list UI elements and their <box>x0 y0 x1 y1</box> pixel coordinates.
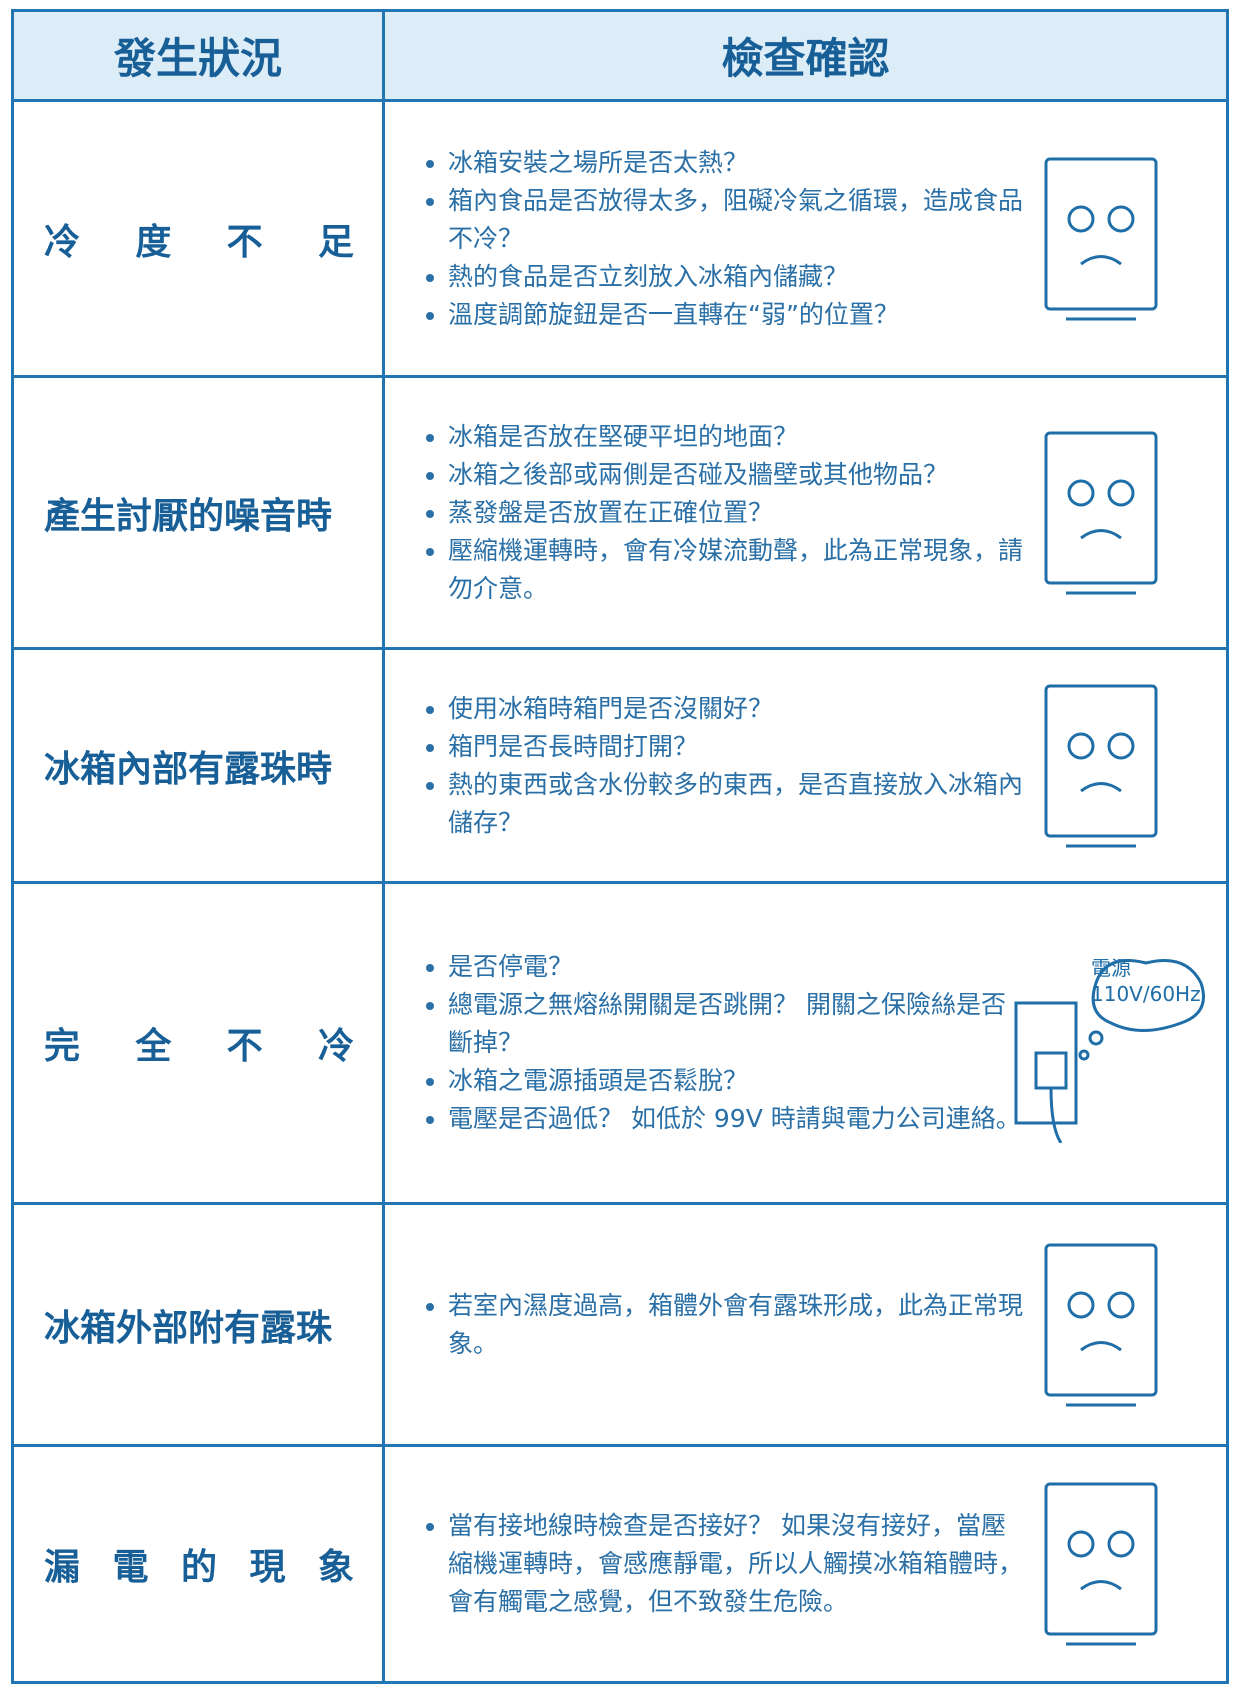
check-item: 壓縮機運轉時，會有冷媒流動聲，此為正常現象，請勿介意。 <box>448 532 1028 608</box>
check-item: 冰箱是否放在堅硬平坦的地面？ <box>448 418 1028 456</box>
check-list: 冰箱是否放在堅硬平坦的地面？冰箱之後部或兩側是否碰及牆壁或其他物品？蒸發盤是否放… <box>424 378 1028 647</box>
check-list: 若室內濕度過高，箱體外會有露珠形成，此為正常現象。 <box>424 1205 1028 1444</box>
check-item: 冰箱安裝之場所是否太熱？ <box>448 144 1028 182</box>
illustration <box>1044 1243 1158 1406</box>
check-item: 溫度調節旋鈕是否一直轉在“弱”的位置？ <box>448 296 1028 334</box>
table-row: 冰箱外部附有露珠 若室內濕度過高，箱體外會有露珠形成，此為正常現象。 <box>14 1205 1226 1447</box>
check-item: 蒸發盤是否放置在正確位置？ <box>448 494 1028 532</box>
illustration <box>1044 431 1158 594</box>
check-item: 熱的食品是否立刻放入冰箱內儲藏？ <box>448 258 1028 296</box>
condition-cell: 冰箱內部有露珠時 <box>44 650 354 881</box>
check-item: 使用冰箱時箱門是否沒關好？ <box>448 690 1028 728</box>
table-row: 漏電的現象 當有接地線時檢查是否接好？ 如果沒有接好，當壓縮機運轉時，會感應靜電，… <box>14 1447 1226 1681</box>
check-item: 冰箱之後部或兩側是否碰及牆壁或其他物品？ <box>448 456 1028 494</box>
header-cell: 檢查確認 <box>382 12 1226 102</box>
condition-text: 冰箱內部有露珠時 <box>44 748 333 790</box>
check-item: 箱內食品是否放得太多，阻礙冷氣之循環，造成食品不冷？ <box>448 182 1028 258</box>
condition-cell: 完全不冷 <box>44 884 354 1202</box>
condition-cell: 冰箱外部附有露珠 <box>44 1205 354 1444</box>
condition-text: 冷度不足 <box>44 221 354 263</box>
table-row: 完全不冷 是否停電？總電源之無熔絲開關是否跳開？ 開關之保險絲是否斷掉？冰箱之電源… <box>14 884 1226 1205</box>
table-row: 冰箱內部有露珠時 使用冰箱時箱門是否沒關好？箱門是否長時間打開？熱的東西或含水份較… <box>14 650 1226 884</box>
check-item: 熱的東西或含水份較多的東西，是否直接放入冰箱內儲存？ <box>448 766 1028 842</box>
header-cell: 發生狀況 <box>14 12 382 102</box>
check-item: 總電源之無熔絲開關是否跳開？ 開關之保險絲是否斷掉？ <box>448 986 1028 1062</box>
condition-cell: 冷度不足 <box>44 102 354 375</box>
illustration <box>1044 684 1158 847</box>
check-list: 冰箱安裝之場所是否太熱？箱內食品是否放得太多，阻礙冷氣之循環，造成食品不冷？熱的… <box>424 102 1028 375</box>
column-divider <box>382 12 385 1681</box>
check-list: 是否停電？總電源之無熔絲開關是否跳開？ 開關之保險絲是否斷掉？冰箱之電源插頭是否… <box>424 884 1028 1202</box>
table-row: 產生討厭的噪音時 冰箱是否放在堅硬平坦的地面？冰箱之後部或兩側是否碰及牆壁或其他物… <box>14 378 1226 650</box>
illustration-label: 110V/60Hz <box>1091 982 1201 1006</box>
condition-text: 漏電的現象 <box>44 1547 354 1588</box>
check-item: 電壓是否過低？ 如低於 99V 時請與電力公司連絡。 <box>448 1100 1028 1138</box>
condition-text: 產生討厭的噪音時 <box>44 495 333 537</box>
check-item: 當有接地線時檢查是否接好？ 如果沒有接好，當壓縮機運轉時，會感應靜電，所以人觸摸… <box>448 1507 1028 1621</box>
check-item: 箱門是否長時間打開？ <box>448 728 1028 766</box>
condition-cell: 漏電的現象 <box>44 1447 354 1681</box>
condition-text: 冰箱外部附有露珠 <box>44 1307 333 1349</box>
check-item: 是否停電？ <box>448 948 1028 986</box>
check-item: 冰箱之電源插頭是否鬆脫？ <box>448 1062 1028 1100</box>
table-row: 冷度不足 冰箱安裝之場所是否太熱？箱內食品是否放得太多，阻礙冷氣之循環，造成食品不… <box>14 102 1226 378</box>
condition-text: 完全不冷 <box>44 1026 354 1067</box>
check-list: 使用冰箱時箱門是否沒關好？箱門是否長時間打開？熱的東西或含水份較多的東西，是否直… <box>424 650 1028 881</box>
check-list: 當有接地線時檢查是否接好？ 如果沒有接好，當壓縮機運轉時，會感應靜電，所以人觸摸… <box>424 1447 1028 1681</box>
condition-cell: 產生討厭的噪音時 <box>44 378 354 647</box>
illustration-label: 電源 <box>1091 956 1131 980</box>
check-item: 若室內濕度過高，箱體外會有露珠形成，此為正常現象。 <box>448 1287 1028 1363</box>
troubleshooting-table: 發生狀況 檢查確認 冷度不足 冰箱安裝之場所是否太熱？箱內食品是否放得太多，阻礙冷… <box>11 9 1229 1684</box>
illustration <box>1044 157 1158 320</box>
illustration <box>1044 1482 1158 1646</box>
